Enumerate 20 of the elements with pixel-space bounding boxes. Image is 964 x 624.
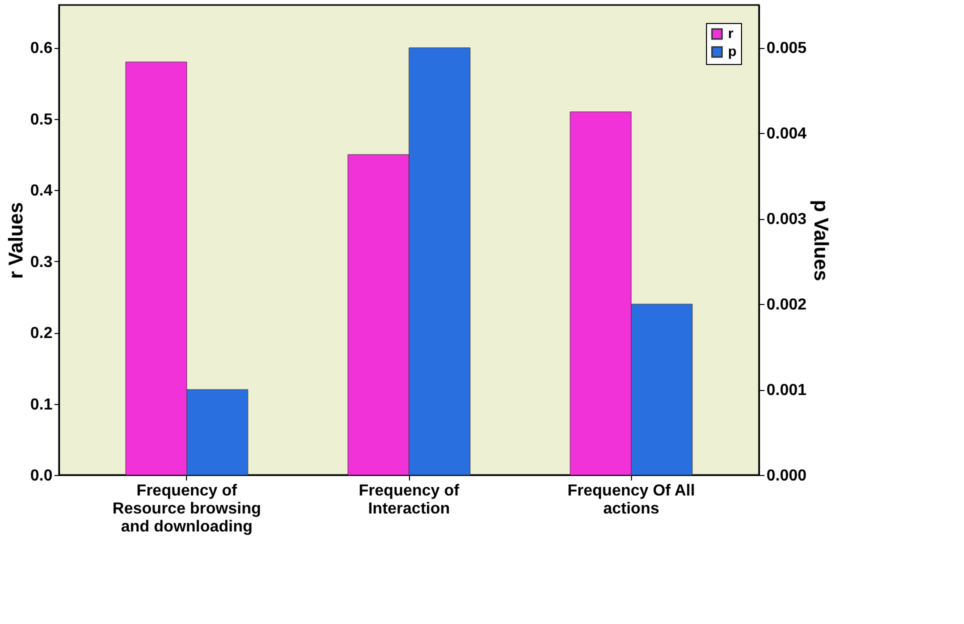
legend-label: p	[728, 43, 737, 59]
y2-tick-label: 0.004	[766, 126, 807, 143]
y2-axis-title: p Values	[810, 200, 832, 282]
y2-tick-label: 0.005	[766, 40, 807, 58]
y2-tick-label: 0.000	[766, 468, 807, 484]
x-tick-label: Frequency of Interaction	[358, 482, 460, 518]
y-tick-label: 0.6	[30, 40, 53, 58]
x-tick-label: Frequency of Resource browsing and downloading	[112, 482, 262, 536]
y-tick-label: 0.1	[30, 396, 53, 414]
x-tick-label: Frequency Of All actions	[568, 482, 695, 518]
y2-tick-label: 0.002	[766, 296, 807, 314]
y2-tick-label: 0.001	[766, 382, 807, 400]
legend-label: r	[728, 25, 734, 41]
y-axis-title: r Values	[5, 202, 28, 279]
y2-tick-label: 0.003	[766, 211, 807, 228]
y-tick-label: 0.0	[30, 468, 53, 484]
y-tick-label: 0.3	[30, 254, 53, 271]
y-tick-label: 0.2	[30, 325, 53, 342]
y-tick-label: 0.4	[30, 182, 53, 200]
y-tick-label: 0.5	[30, 111, 53, 128]
